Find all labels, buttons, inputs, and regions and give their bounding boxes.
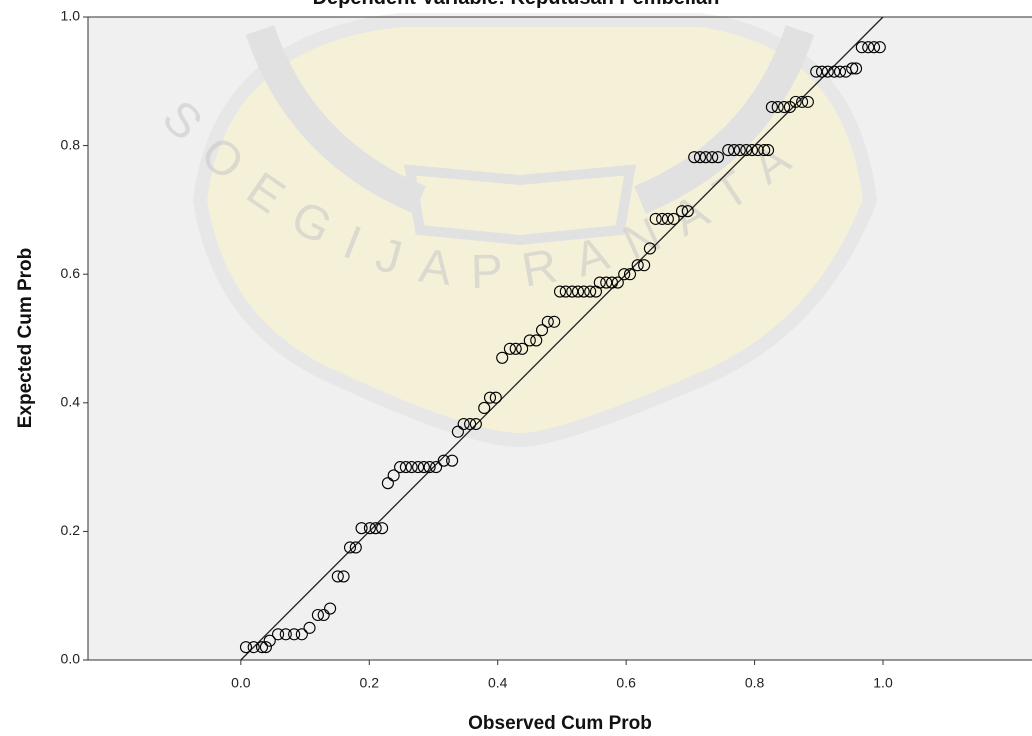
x-tick-label: 0.4	[488, 675, 508, 691]
x-tick-label: 0.6	[616, 675, 636, 691]
y-tick-label: 0.4	[61, 394, 81, 410]
y-tick-label: 1.0	[61, 8, 81, 24]
x-tick-label: 1.0	[873, 675, 893, 691]
y-tick-label: 0.8	[61, 136, 81, 152]
chart: SOEGIJAPRANATA Dependent Variable: Keput…	[0, 0, 1032, 736]
x-axis-title: Observed Cum Prob	[468, 713, 652, 734]
x-tick-label: 0.8	[745, 675, 765, 691]
y-tick-label: 0.6	[61, 265, 81, 281]
x-tick-label: 0.0	[231, 675, 251, 691]
y-tick-label: 0.2	[61, 522, 81, 538]
y-tick-label: 0.0	[61, 651, 81, 667]
x-tick-label: 0.2	[360, 675, 380, 691]
y-axis-title: Expected Cum Prob	[15, 248, 36, 429]
chart-title: Dependent Variable: Keputusan Pembelian	[313, 0, 720, 9]
